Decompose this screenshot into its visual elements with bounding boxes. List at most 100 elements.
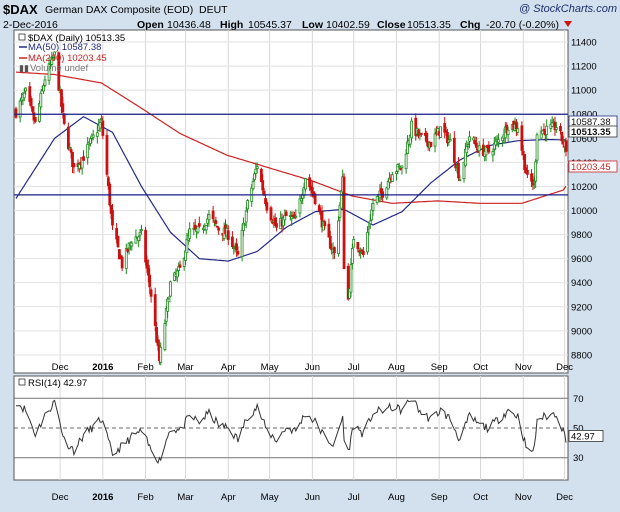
- candle-body: [146, 265, 150, 276]
- rsi-x-tick-label: Jul: [348, 492, 360, 503]
- price-legend-swatch: [18, 33, 26, 41]
- open-value: 10436.48: [167, 19, 211, 31]
- price-y-tick-label: 10600: [571, 134, 597, 145]
- price-x-tick-label: Sep: [431, 362, 448, 373]
- candle-body: [29, 98, 33, 107]
- legend-volume: Volume undef: [30, 63, 88, 74]
- candle-body: [396, 164, 400, 172]
- candle-body: [175, 270, 179, 278]
- candle-body: [116, 235, 120, 248]
- candle-body: [399, 167, 402, 170]
- candle-body: [523, 154, 527, 170]
- candle-body: [204, 225, 208, 231]
- price-value-text: 10587.38: [571, 117, 611, 128]
- rsi-x-tick-label: May: [261, 492, 279, 503]
- candle-body: [215, 225, 219, 228]
- candle-body: [370, 209, 374, 221]
- candle-body: [290, 216, 294, 220]
- candle-body: [196, 225, 200, 233]
- candle-body: [532, 181, 536, 184]
- candle-body: [185, 239, 189, 254]
- candle-body: [243, 223, 247, 226]
- candle-body: [163, 323, 167, 350]
- candle-body: [105, 134, 109, 175]
- candle-body: [414, 117, 418, 136]
- candle-body: [265, 202, 269, 211]
- candle-body: [98, 122, 102, 129]
- legend-price: $DAX (Daily) 10513.35: [28, 33, 125, 44]
- candle-body: [457, 163, 460, 179]
- candle-body: [89, 138, 92, 144]
- candle-body: [86, 143, 90, 159]
- price-x-axis: Dec 2016 Feb Mar Apr May Jun Jul Aug Sep Oct Nov Dec: [52, 362, 574, 373]
- candle-body: [24, 87, 28, 92]
- low-value: 10402.59: [326, 19, 370, 31]
- exchange-label: DEUT: [199, 4, 228, 16]
- price-y-tick-label: 9600: [571, 254, 592, 265]
- candle-body: [100, 118, 103, 120]
- candle-body: [140, 229, 143, 231]
- ma50-layer: [15, 115, 566, 262]
- candle-body: [211, 210, 215, 220]
- candle-body: [130, 242, 134, 247]
- rsi-x-tick-label: Nov: [515, 492, 532, 503]
- candle-body: [477, 145, 481, 152]
- rsi-x-tick-label: Dec: [52, 492, 69, 503]
- candle-body: [259, 168, 263, 182]
- rsi-label: RSI(14) 42.97: [28, 378, 87, 389]
- candle-body: [444, 130, 448, 132]
- chg-value: -20.70 (-0.20%): [486, 19, 559, 31]
- candle-body: [31, 106, 34, 112]
- price-y-tick-label: 8800: [571, 350, 592, 361]
- candle-body: [134, 236, 138, 244]
- candle-body: [554, 127, 558, 130]
- candle-body: [153, 294, 157, 327]
- candle-body: [308, 177, 312, 188]
- candle-body: [448, 139, 452, 142]
- candle-body: [240, 229, 244, 258]
- price-x-tick-label: Oct: [473, 362, 488, 373]
- candle-body: [299, 198, 303, 202]
- legend-ma50: MA(50) 10587.38: [28, 42, 101, 53]
- price-value-box: [568, 160, 618, 173]
- price-x-tick-label: Dec: [556, 362, 573, 373]
- candle-body: [366, 231, 369, 253]
- rsi-grid: [14, 376, 568, 480]
- candle-body: [520, 125, 524, 151]
- rsi-x-axis: Dec 2016 Feb Mar Apr May Jun Jul Aug Sep Oct Nov Dec: [52, 492, 574, 503]
- candle-body: [33, 117, 37, 122]
- candle-body: [346, 266, 350, 300]
- price-y-tick-label: 9000: [571, 326, 592, 337]
- rsi-x-tick-label: Aug: [388, 492, 405, 503]
- candle-body: [327, 223, 331, 238]
- candle-body: [397, 165, 401, 168]
- candle-body: [42, 85, 45, 92]
- price-y-tick-label: 10800: [571, 110, 597, 121]
- price-grid: [14, 30, 568, 373]
- candle-body: [404, 153, 408, 170]
- candle-body: [516, 128, 520, 133]
- candle-body: [178, 264, 182, 268]
- candle-body: [350, 248, 354, 264]
- candle-body: [124, 248, 128, 269]
- high-label: High: [220, 19, 243, 31]
- candle-body: [117, 249, 121, 260]
- rsi-x-tick-label: Jun: [305, 492, 320, 503]
- candle-body: [419, 132, 423, 135]
- candle-body: [494, 140, 498, 146]
- candle-body: [390, 174, 394, 182]
- chg-label: Chg: [460, 19, 480, 31]
- price-y-tick-label: 11400: [571, 38, 597, 49]
- rsi-line-layer: [15, 399, 567, 464]
- candle-body: [72, 163, 76, 168]
- index-name: German DAX Composite (EOD): [45, 4, 193, 16]
- price-x-tick-label: Apr: [221, 362, 236, 373]
- down-arrow-icon: [564, 21, 572, 27]
- legend-ma200: MA(200) 10203.45: [28, 53, 107, 64]
- candle-body: [159, 346, 163, 363]
- price-x-tick-label: Mar: [177, 362, 193, 373]
- candle-body: [144, 229, 147, 263]
- candle-body: [452, 137, 456, 163]
- candle-body: [491, 151, 495, 156]
